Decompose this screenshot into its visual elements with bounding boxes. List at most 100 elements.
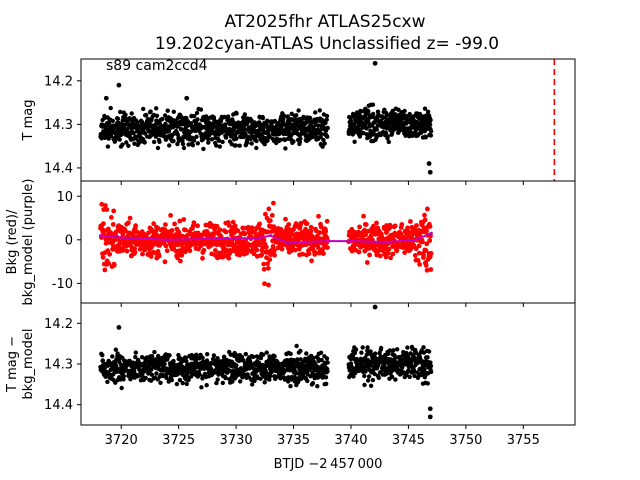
data-point [294,343,299,349]
y-axis-label: bkg_model (purple) [21,179,36,306]
bkg-point [172,221,178,227]
bkg-point [317,230,323,236]
data-point [265,138,270,143]
data-point [428,129,434,134]
bkg-point [364,260,370,265]
data-point [406,368,411,373]
data-point [204,383,209,388]
bkg-point [304,221,310,227]
data-point [405,345,410,350]
data-point [320,144,325,149]
data-point [142,131,148,136]
data-point [383,130,389,136]
data-point [377,350,382,356]
bkg-point [148,254,154,259]
data-point [222,114,227,120]
data-point [370,377,376,383]
data-point [323,120,328,126]
data-point [243,351,248,357]
data-point [234,363,239,368]
bkg-point [133,223,139,229]
data-point [353,347,359,352]
plot-area [98,200,434,288]
data-point [387,348,393,353]
bkg-point [183,227,188,233]
bkg-model-point [269,233,273,237]
data-point [156,353,161,359]
data-point [297,139,303,145]
data-point [325,125,330,131]
data-point [391,348,396,353]
data-point [154,371,159,376]
data-point [167,353,172,358]
data-point [362,382,367,388]
bkg-model-point [429,231,433,235]
bkg-point [405,225,410,231]
y-tick-label: 14.3 [44,358,73,373]
bkg-point [249,225,255,231]
data-point [283,146,288,151]
data-point [323,375,329,380]
data-point [360,345,365,350]
data-point [368,383,374,388]
bkg-point [424,267,430,273]
bkg-point [271,224,277,230]
data-point [136,140,142,145]
data-point [319,357,324,363]
data-point [167,143,172,148]
bkg-point [106,261,111,266]
bkg-point [368,233,374,239]
data-point [144,112,149,118]
data-point [171,109,176,115]
data-point [315,384,320,389]
data-point [371,367,376,373]
data-point [324,356,330,361]
panel-bottom: 14.2 14.3 14.4 3720 3725 3730 3735 3740 3745 3750… [5,302,576,448]
data-point [310,381,316,386]
x-axis-label: BTJD −2 457 000 [274,457,383,472]
bkg-point [127,215,133,221]
data-point [113,380,118,385]
y-tick-label: 14.2 [44,74,73,89]
data-point [214,380,219,386]
bkg-point [414,223,419,228]
bkg-point [230,219,236,225]
data-point [390,108,395,114]
data-point [165,108,170,113]
bkg-point [316,213,321,219]
data-point [152,349,157,355]
data-point [393,377,398,382]
x-tick-label: 3720 [105,433,138,448]
data-point [254,138,259,144]
bkg-point [390,251,396,257]
data-point [108,367,113,372]
bkg-point [124,248,130,254]
data-point [110,354,115,359]
bkg-model-point [99,233,103,237]
bkg-point [323,229,329,234]
data-point [295,357,300,362]
data-point [99,136,104,141]
data-point [425,109,431,115]
bkg-point [266,282,271,288]
x-tick-label: 3735 [277,433,310,448]
data-point [376,375,381,380]
bkg-point [261,266,267,272]
data-point [175,132,181,137]
chart-subtitle: 19.202cyan-ATLAS Unclassified z= -99.0 [155,34,499,54]
data-point [129,111,134,116]
plot-area [98,304,434,420]
data-point [209,360,214,366]
data-point [389,374,395,379]
data-point [192,114,197,119]
data-point [149,372,154,377]
data-point [162,113,168,118]
y-axis-label: T mag [21,100,36,142]
data-point [197,372,202,377]
data-point [325,369,330,374]
data-point [261,125,266,131]
bkg-point [111,208,117,214]
data-point [428,360,433,365]
data-point [366,109,371,114]
data-point [422,367,427,372]
